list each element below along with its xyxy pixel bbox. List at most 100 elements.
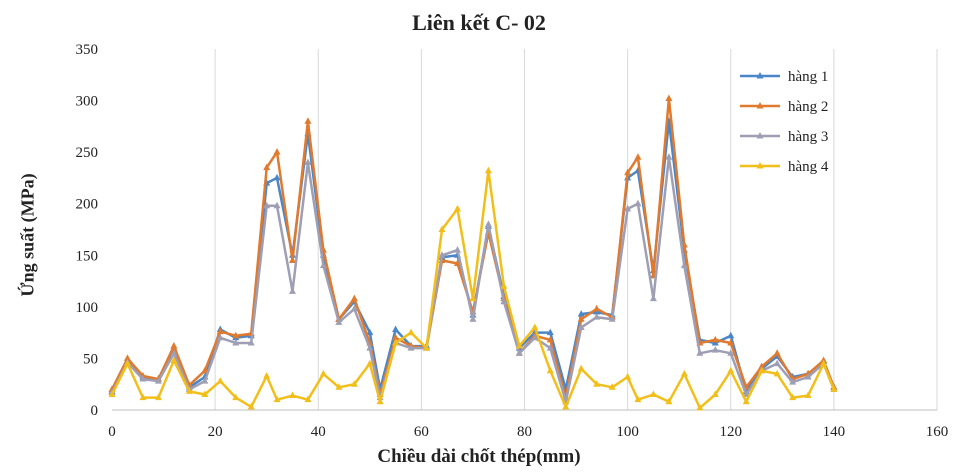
series-point-4 [546, 366, 554, 374]
series-point-4 [304, 395, 312, 403]
series-point-4 [500, 282, 508, 289]
series-point-3 [201, 377, 209, 384]
series-point-4 [515, 342, 523, 349]
series-point-1 [273, 173, 281, 181]
series-point-4 [319, 369, 327, 377]
series-point-3 [407, 344, 415, 351]
series-point-3 [804, 372, 812, 380]
y-tick-label: 350 [76, 42, 99, 58]
series-point-3 [500, 297, 508, 305]
series-point-4 [649, 390, 657, 398]
series-point-3 [438, 251, 446, 258]
series-point-2 [350, 294, 358, 302]
series-point-1 [727, 331, 735, 339]
series-point-2 [216, 327, 224, 335]
series-point-4 [789, 393, 797, 401]
series-point-4 [123, 359, 131, 367]
series-point-3 [170, 349, 178, 356]
series-point-3 [789, 378, 797, 385]
series-point-4 [407, 328, 415, 336]
x-tick-label: 100 [616, 424, 639, 440]
series-point-2 [593, 304, 601, 312]
series-point-3 [469, 315, 477, 322]
x-tick-label: 120 [720, 424, 743, 440]
series-point-4 [453, 204, 461, 212]
y-tick-label: 200 [76, 197, 99, 213]
series-point-4 [273, 395, 281, 403]
series-point-3 [319, 261, 327, 269]
y-tick-label: 300 [76, 94, 99, 110]
series-point-4 [484, 166, 492, 174]
series-point-3 [154, 377, 162, 384]
series-point-1 [366, 328, 374, 336]
series-point-4 [469, 294, 477, 302]
legend-marker-3 [756, 132, 764, 139]
series-point-4 [758, 366, 766, 374]
x-tick-label: 20 [208, 424, 223, 440]
y-tick-label: 250 [76, 145, 99, 161]
series-point-3 [273, 201, 281, 209]
series-point-4 [154, 393, 162, 401]
series-point-2 [634, 153, 642, 160]
series-point-4 [366, 359, 374, 367]
series-point-4 [562, 402, 570, 410]
y-tick-label: 0 [91, 403, 99, 419]
series-point-3 [608, 315, 616, 322]
series-point-3 [350, 304, 358, 312]
series-point-4 [680, 369, 688, 377]
series-point-3 [288, 287, 296, 294]
series-point-4 [263, 371, 271, 379]
series-point-3 [546, 344, 554, 351]
series-line-3 [110, 156, 836, 403]
series-point-2 [727, 338, 735, 346]
x-tick-label: 140 [823, 424, 846, 440]
series-point-2 [758, 362, 766, 370]
series-point-2 [773, 349, 781, 356]
series-point-2 [665, 94, 673, 102]
series-point-2 [711, 335, 719, 343]
series-point-3 [593, 313, 601, 320]
series-point-2 [123, 354, 131, 361]
series-point-4 [392, 338, 400, 346]
series-point-4 [201, 390, 209, 398]
series-point-3 [232, 338, 240, 346]
series-point-2 [273, 148, 281, 155]
x-axis-label: Chiều dài chốt thép(mm) [377, 446, 581, 467]
series-point-4 [608, 383, 616, 390]
legend-label-4: hàng 4 [788, 159, 829, 175]
series-point-4 [665, 397, 673, 405]
series-point-4 [216, 377, 224, 384]
series-point-3 [216, 333, 224, 341]
series-point-3 [335, 318, 343, 325]
series-point-4 [531, 323, 539, 330]
y-tick-label: 150 [76, 248, 99, 264]
series-point-3 [649, 294, 657, 302]
series-point-3 [773, 359, 781, 367]
series-point-2 [546, 335, 554, 343]
series-point-3 [484, 220, 492, 227]
series-point-4 [288, 391, 296, 399]
legend-label-3: hàng 3 [788, 129, 828, 145]
series-point-2 [304, 117, 312, 124]
series-point-1 [392, 325, 400, 333]
series-point-3 [634, 199, 642, 207]
series-point-4 [830, 385, 838, 392]
series-point-2 [453, 259, 461, 267]
series-point-4 [335, 383, 343, 390]
chart-title: Liên kết C- 02 [412, 10, 546, 35]
series-point-4 [423, 344, 431, 351]
series-point-4 [376, 397, 384, 405]
series-point-4 [438, 225, 446, 232]
series-point-4 [742, 397, 750, 405]
series-point-3 [531, 333, 539, 341]
y-tick-label: 50 [83, 351, 98, 367]
series-point-4 [593, 380, 601, 387]
series-point-3 [727, 349, 735, 356]
x-tick-label: 40 [311, 424, 326, 440]
series-point-1 [546, 328, 554, 336]
series-point-4 [247, 402, 255, 410]
x-tick-label: 80 [517, 424, 532, 440]
x-tick-label: 160 [926, 424, 949, 440]
y-tick-label: 100 [76, 300, 99, 316]
